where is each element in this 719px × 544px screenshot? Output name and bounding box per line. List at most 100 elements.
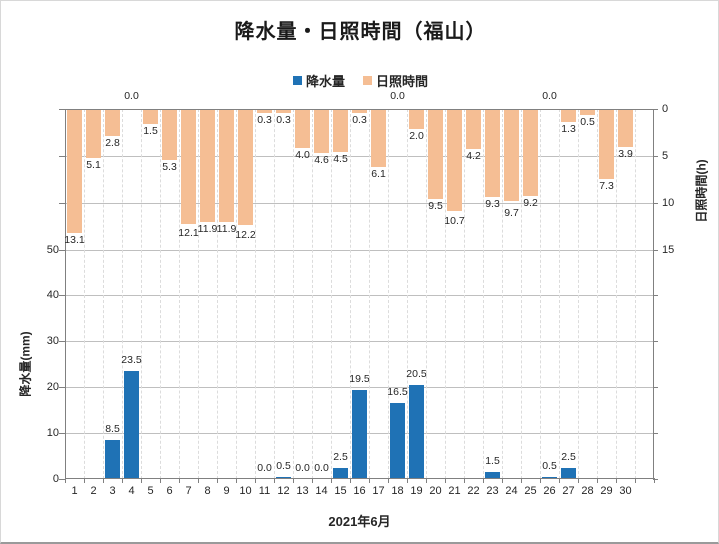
- sunshine-bar: [238, 110, 253, 225]
- sunshine-value-label: 5.1: [86, 158, 101, 171]
- x-axis-tick-label: 13: [296, 485, 309, 497]
- sunshine-value-label: 0.0: [542, 90, 557, 102]
- gridline-horizontal: [65, 295, 654, 297]
- bottom-axis-tick: [407, 478, 408, 483]
- x-axis-tick-label: 12: [277, 485, 290, 497]
- x-axis-tick-label: 29: [600, 485, 613, 497]
- gridline-vertical: [84, 109, 85, 479]
- legend-marker-sunshine-icon: [363, 76, 372, 85]
- right-axis-tick: [653, 108, 658, 110]
- precipitation-value-label: 2.5: [561, 450, 576, 463]
- precipitation-bar: [485, 472, 500, 478]
- sunshine-bar: [523, 110, 538, 197]
- top-axis-line: [65, 109, 654, 110]
- x-axis-title: 2021年6月: [328, 514, 391, 529]
- left-axis-tick-label: 0: [52, 472, 59, 485]
- sunshine-bar: [580, 110, 595, 115]
- bottom-axis-tick: [274, 478, 275, 483]
- chart-title: 降水量・日照時間（福山）: [234, 21, 487, 43]
- bottom-axis-tick: [464, 478, 465, 483]
- x-axis-tick-label: 27: [562, 485, 575, 497]
- bottom-axis-tick: [236, 478, 237, 483]
- bottom-axis-tick: [540, 478, 541, 483]
- sunshine-value-label: 12.2: [235, 228, 256, 241]
- sunshine-value-label: 2.0: [409, 129, 424, 142]
- precipitation-bar: [352, 389, 367, 478]
- precipitation-bar: [276, 476, 291, 478]
- sunshine-bar: [466, 110, 481, 150]
- gridline-horizontal: [65, 386, 654, 388]
- sunshine-value-label: 4.2: [466, 150, 481, 163]
- x-axis-tick-label: 23: [486, 485, 499, 497]
- bottom-axis-tick: [426, 478, 427, 483]
- gridline-vertical: [255, 109, 256, 479]
- left-axis-tick: [59, 249, 65, 251]
- sunshine-bar: [105, 110, 120, 137]
- gridline-vertical: [521, 109, 522, 479]
- bottom-axis-tick: [369, 478, 370, 483]
- precipitation-bar: [409, 385, 424, 478]
- x-axis-tick-label: 17: [372, 485, 385, 497]
- gridline-vertical: [141, 109, 142, 479]
- left-axis-tick: [59, 202, 65, 204]
- gridline-vertical: [312, 109, 313, 479]
- bottom-axis-tick: [350, 478, 351, 483]
- left-axis-tick: [59, 386, 65, 388]
- gridline-vertical: [464, 109, 465, 479]
- x-axis-tick-label: 4: [128, 485, 135, 497]
- bottom-axis-tick: [122, 478, 123, 483]
- bottom-axis-tick: [654, 478, 655, 483]
- plot-area: 13.1 5.1 2.8 0.0 1.5 5.3 12.1 11.9 11.9 12.2 0.3 0.…: [64, 90, 654, 479]
- precipitation-bar: [333, 467, 348, 478]
- sunshine-value-label: 4.0: [295, 148, 310, 161]
- bottom-axis-tick: [502, 478, 503, 483]
- x-axis-tick-label: 26: [543, 485, 556, 497]
- gridline-vertical: [103, 109, 104, 479]
- bottom-axis-tick: [217, 478, 218, 483]
- gridline-vertical: [122, 109, 123, 479]
- precipitation-value-label: 0.0: [314, 462, 329, 474]
- x-axis-tick-label: 1: [71, 485, 78, 497]
- sunshine-value-label: 0.3: [276, 113, 291, 126]
- sunshine-value-label: 6.1: [371, 168, 386, 181]
- sunshine-value-label: 0.0: [390, 90, 405, 102]
- precipitation-value-label: 20.5: [406, 368, 427, 381]
- precipitation-bar: [542, 476, 557, 478]
- sunshine-bar: [295, 110, 310, 148]
- bottom-axis-tick: [559, 478, 560, 483]
- sunshine-bar: [67, 110, 82, 234]
- sunshine-value-label: 7.3: [599, 179, 614, 192]
- x-axis-tick-label: 5: [147, 485, 154, 497]
- bottom-axis-tick: [312, 478, 313, 483]
- bottom-axis-line: [65, 478, 654, 479]
- sunshine-bar: [200, 110, 215, 222]
- x-axis-tick-label: 6: [166, 485, 173, 497]
- sunshine-bar: [618, 110, 633, 147]
- right-axis-tick: [653, 478, 658, 480]
- left-axis-tick-label: 10: [46, 426, 59, 439]
- precipitation-value-label: 2.5: [333, 450, 348, 463]
- gridline-horizontal: [65, 341, 654, 343]
- sunshine-bar: [181, 110, 196, 224]
- x-axis-tick-label: 20: [429, 485, 442, 497]
- right-axis-tick: [653, 341, 658, 343]
- sunshine-bar: [143, 110, 158, 125]
- sunshine-bar: [219, 110, 234, 222]
- sunshine-value-label: 9.5: [428, 200, 443, 213]
- gridline-vertical: [597, 109, 598, 479]
- sunshine-bar: [447, 110, 462, 211]
- precipitation-value-label: 0.0: [257, 462, 272, 474]
- sunshine-value-label: 13.1: [64, 234, 85, 247]
- right-axis-title: 日照時間(h): [694, 159, 709, 223]
- gridline-vertical: [350, 109, 351, 479]
- legend: 降水量 日照時間: [1, 71, 718, 90]
- gridline-vertical: [236, 109, 237, 479]
- sunshine-bar: [599, 110, 614, 179]
- sunshine-value-label: 0.3: [352, 113, 367, 126]
- gridline-vertical: [616, 109, 617, 479]
- x-axis-tick-label: 30: [619, 485, 632, 497]
- bottom-axis-tick: [255, 478, 256, 483]
- gridline-vertical: [198, 109, 199, 479]
- right-axis-line: [653, 109, 654, 479]
